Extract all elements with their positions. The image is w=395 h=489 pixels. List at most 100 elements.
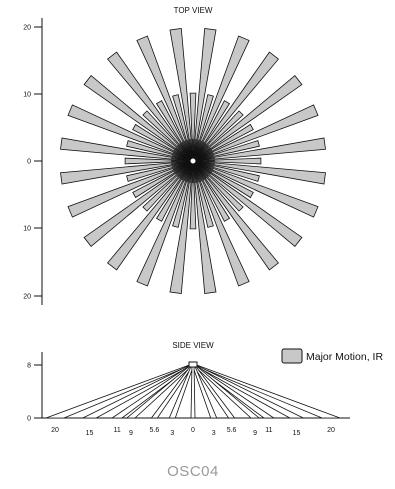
top-view-short-beam: [192, 160, 231, 222]
top-view-center-ray: [192, 160, 202, 182]
top-view-center-ray: [192, 145, 209, 162]
top-view-center-ray: [177, 160, 194, 177]
top-view-short-beam: [192, 157, 262, 165]
top-view-center-ray: [181, 141, 194, 162]
top-view-long-beam: [192, 104, 319, 162]
top-view-center-ray: [192, 139, 200, 162]
top-view-long-beam: [192, 160, 217, 294]
top-view-center-ray: [189, 139, 194, 162]
top-view-center-ray: [192, 160, 200, 183]
top-view-short-beam: [192, 160, 260, 182]
top-view-center-ray: [171, 160, 194, 168]
top-view-long-beam: [192, 160, 303, 247]
top-view: TOP VIEW 20 10 0 10 20: [23, 6, 326, 305]
y-tick-label: 8: [27, 363, 31, 370]
legend: Major Motion, IR: [281, 348, 383, 364]
top-view-center-ray: [171, 154, 194, 162]
top-view-center-ray: [192, 140, 202, 162]
y-tick-label: 10: [23, 92, 31, 99]
top-view-center-ray: [179, 143, 194, 162]
top-view-center-ray: [171, 157, 194, 162]
y-tick-label: 0: [27, 416, 31, 423]
side-view-x-ticks: 20 15 11 9 5.6 3 0 3 5.6 9 11 15 20: [51, 427, 335, 437]
top-view-short-beam: [192, 160, 214, 228]
top-view-short-beam: [192, 140, 260, 162]
top-view-long-beam: [169, 28, 194, 162]
top-view-short-beam: [126, 140, 194, 162]
top-view-center-ray: [192, 149, 213, 162]
top-view-center-ray: [192, 160, 211, 175]
top-view-center-ray: [186, 139, 194, 162]
top-view-long-beam: [192, 35, 250, 162]
side-view-x-tick-label: 3: [212, 430, 216, 437]
top-view-short-beam: [172, 94, 194, 162]
top-view-short-beam: [189, 160, 197, 230]
top-view-long-beam: [192, 160, 326, 185]
top-view-center-ray: [175, 147, 194, 162]
top-view-short-beam: [192, 100, 231, 162]
top-view-long-beam: [136, 160, 194, 287]
top-view-center-ray: [192, 147, 211, 162]
top-view-long-beam: [136, 35, 194, 162]
top-view-short-beam: [192, 160, 254, 199]
top-view-short-beam: [192, 123, 254, 162]
top-view-center-ray: [192, 160, 207, 179]
top-view-title: TOP VIEW: [174, 6, 213, 15]
top-view-center-ray: [192, 160, 215, 165]
top-view-center-ray: [192, 154, 215, 162]
top-view-short-beam: [132, 160, 194, 199]
top-view-long-beam: [192, 28, 217, 162]
top-view-y-ticks: 20 10 0 10 20: [23, 25, 42, 301]
side-view-x-tick-label: 11: [113, 427, 120, 434]
side-view-x-tick-label: 9: [253, 430, 257, 437]
top-view-center-ray: [175, 160, 194, 175]
top-view-short-beam: [172, 160, 194, 228]
top-view-center-ray: [184, 160, 194, 182]
top-view-center-ray: [192, 160, 215, 168]
side-view-x-tick-label: 20: [51, 427, 59, 434]
top-view-center-ray: [192, 143, 207, 162]
top-view-center-ray: [192, 160, 214, 170]
top-view-long-beam: [107, 51, 194, 162]
top-view-center-ray: [171, 160, 194, 165]
sensor-mount: [188, 361, 198, 368]
side-view-x-tick-label: 20: [327, 427, 335, 434]
top-view-short-beam: [155, 160, 194, 222]
side-view-x-tick-label: 11: [265, 427, 272, 434]
top-view-center-ray: [192, 160, 205, 181]
top-view-center-ray: [192, 139, 197, 162]
top-view-center-ray: [172, 160, 194, 170]
side-view: SIDE VIEW 8 0 20 15 11 9 5.6 3 0 3 5.6 9 11 15 20: [27, 341, 350, 437]
top-view-center-ray: [173, 160, 194, 173]
top-view-center-ray: [192, 160, 197, 183]
top-view-center-ray: [192, 160, 209, 177]
top-view-long-beam: [83, 75, 194, 162]
top-view-center-ray: [173, 149, 194, 162]
top-view-center-ray: [192, 157, 215, 162]
top-view-short-beam: [189, 92, 197, 162]
top-view-long-beam: [192, 137, 326, 162]
side-view-title: SIDE VIEW: [172, 341, 214, 350]
top-view-long-beam: [67, 104, 194, 162]
top-view-long-beam: [67, 160, 194, 218]
y-tick-label: 20: [23, 294, 31, 301]
top-view-center-ray: [181, 160, 194, 181]
side-view-x-tick-label: 5.6: [150, 427, 160, 434]
side-view-x-tick-label: 0: [191, 427, 195, 434]
top-view-center-ray: [189, 160, 194, 183]
top-view-long-beam: [192, 160, 319, 218]
top-view-center-ray: [192, 141, 205, 162]
side-view-beam: [190, 363, 196, 419]
top-view-beams: [60, 28, 326, 294]
side-view-x-tick-label: 15: [293, 430, 301, 437]
top-view-center-ray: [192, 152, 214, 162]
top-view-center-ray: [184, 140, 194, 162]
side-view-beams: [45, 363, 341, 419]
side-view-x-tick-label: 3: [170, 430, 174, 437]
side-view-x-tick-label: 15: [86, 430, 94, 437]
model-label: OSC04: [167, 463, 219, 480]
top-view-short-beam: [155, 100, 194, 162]
top-view-long-beam: [60, 137, 194, 162]
top-view-center-ray: [192, 160, 213, 173]
top-view-short-beam: [192, 94, 214, 162]
